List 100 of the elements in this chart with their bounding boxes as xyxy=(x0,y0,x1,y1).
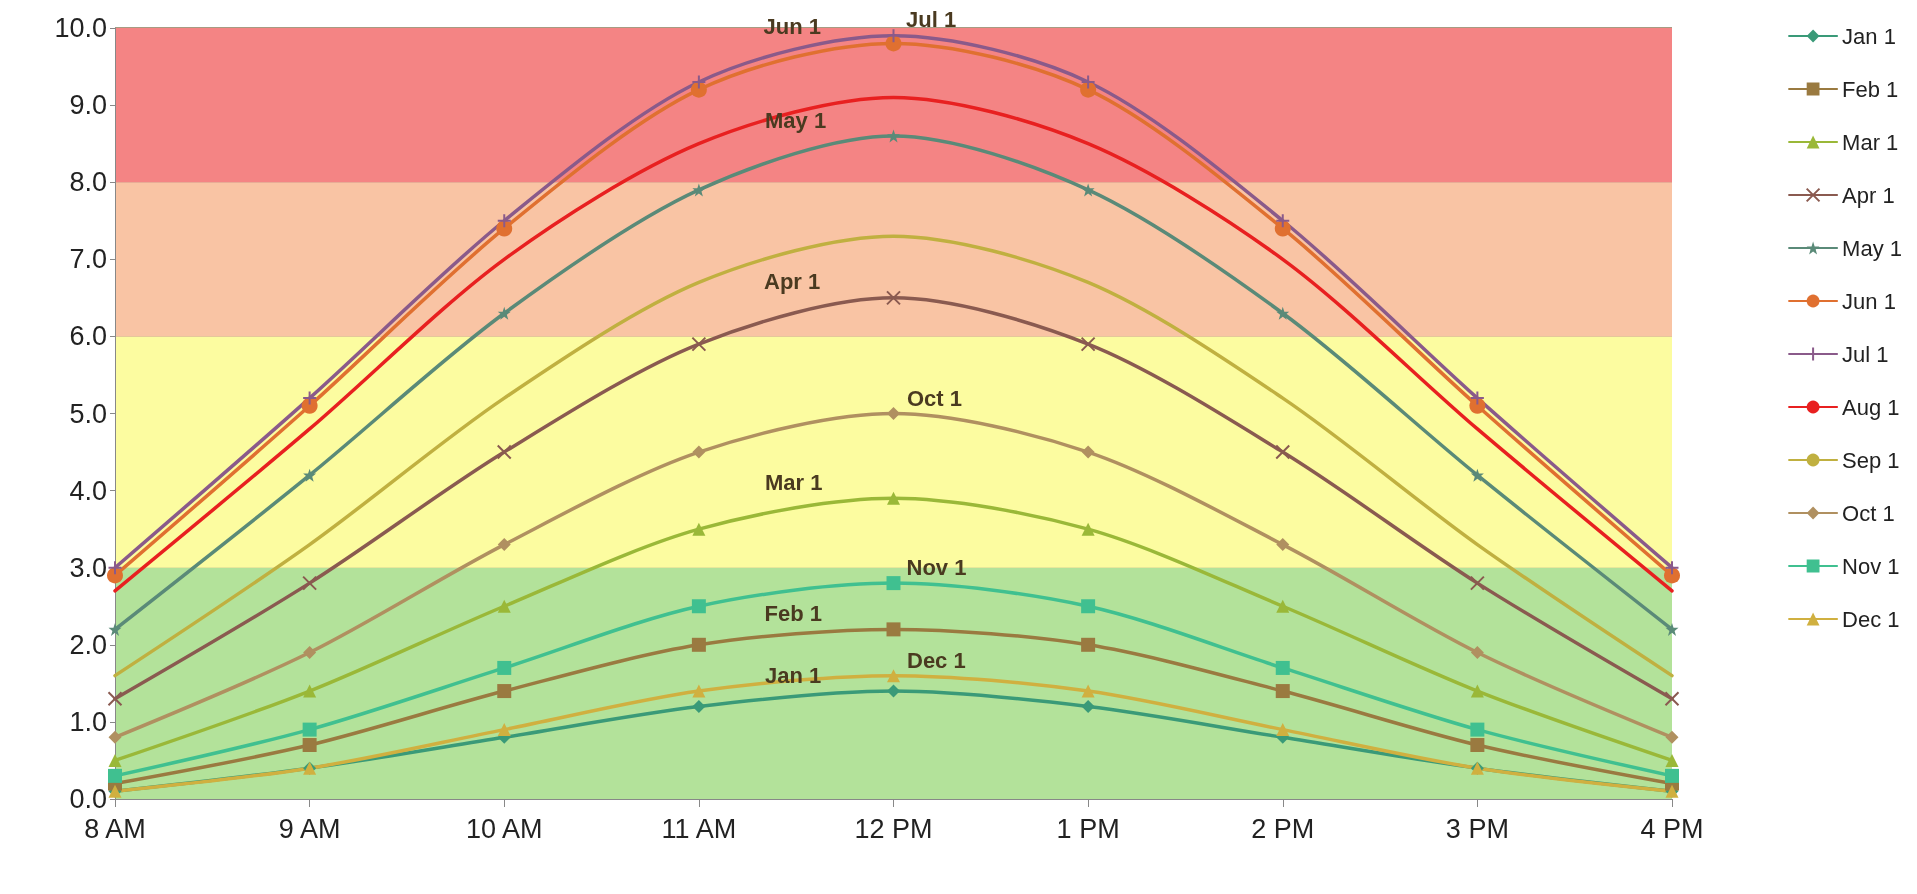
x-tick-label: 2 PM xyxy=(1251,813,1315,844)
point xyxy=(886,290,901,306)
text: May 1 xyxy=(765,107,827,133)
y-tick-label: 5.0 xyxy=(69,398,107,429)
legend-label: May 1 xyxy=(1842,235,1903,261)
point xyxy=(690,81,707,98)
point xyxy=(691,637,706,652)
text: Apr 1 xyxy=(764,268,821,294)
point xyxy=(1081,183,1095,197)
point xyxy=(887,491,900,505)
text: Oct 1 xyxy=(907,385,963,411)
point xyxy=(692,522,706,536)
point xyxy=(1665,768,1679,783)
point xyxy=(1665,753,1679,767)
point xyxy=(1470,468,1484,482)
point xyxy=(692,183,706,197)
x-tick-label: 11 AM xyxy=(661,813,737,844)
point xyxy=(497,599,511,613)
point xyxy=(1081,599,1096,614)
x-tick-label: 3 PM xyxy=(1445,813,1509,844)
legend-label: Mar 1 xyxy=(1842,129,1899,155)
text: Mar 1 xyxy=(765,470,823,496)
x-tick-label: 8 AM xyxy=(84,813,146,844)
legend-label: Oct 1 xyxy=(1842,500,1895,526)
y-tick-label: 10.0 xyxy=(54,13,107,43)
point xyxy=(1470,722,1485,737)
point xyxy=(1275,213,1291,229)
point xyxy=(1664,560,1680,576)
point xyxy=(496,213,512,229)
legend-label: Jan 1 xyxy=(1842,23,1896,49)
point xyxy=(1469,575,1485,591)
legend-label: Jul 1 xyxy=(1842,341,1889,367)
point xyxy=(1081,522,1095,536)
point xyxy=(497,684,512,699)
legend-label: Feb 1 xyxy=(1842,76,1899,102)
legend-label: Nov 1 xyxy=(1842,553,1900,579)
point xyxy=(303,684,317,698)
point xyxy=(108,622,122,636)
point xyxy=(1080,81,1097,98)
point xyxy=(302,575,318,591)
x-tick-label: 4 PM xyxy=(1640,813,1704,844)
point xyxy=(692,445,706,459)
point xyxy=(1276,599,1290,613)
point xyxy=(887,407,900,420)
point xyxy=(1665,622,1679,636)
point xyxy=(887,669,900,683)
point xyxy=(302,390,318,406)
point xyxy=(1665,730,1679,744)
point xyxy=(302,722,317,737)
text: Feb 1 xyxy=(764,600,822,626)
point xyxy=(303,468,317,482)
text: Nov 1 xyxy=(906,554,967,580)
point xyxy=(1276,723,1290,737)
y-tick-label: 0.0 xyxy=(69,784,107,814)
y-tick-label: 7.0 xyxy=(69,244,107,275)
point xyxy=(1081,699,1095,713)
x-tick-label: 9 AM xyxy=(278,813,341,844)
point xyxy=(1664,691,1680,707)
point xyxy=(692,684,706,698)
point xyxy=(1469,390,1485,406)
y-tick-label: 2.0 xyxy=(69,629,107,660)
legend-label: Jun 1 xyxy=(1842,288,1896,314)
text: Jul 1 xyxy=(906,6,957,32)
point xyxy=(1275,444,1291,460)
y-tick-label: 6.0 xyxy=(69,321,107,352)
point xyxy=(1470,738,1485,753)
point xyxy=(303,646,317,660)
point xyxy=(497,723,511,737)
y-tick-label: 1.0 xyxy=(69,706,107,737)
y-tick-label: 4.0 xyxy=(69,475,107,506)
y-tick-label: 3.0 xyxy=(69,552,107,583)
point xyxy=(886,576,901,591)
x-tick-label: 12 PM xyxy=(854,813,933,844)
point xyxy=(1080,336,1096,352)
point xyxy=(1470,684,1484,698)
point xyxy=(886,622,901,637)
point xyxy=(887,129,900,143)
text: Dec 1 xyxy=(907,647,966,673)
point xyxy=(1275,660,1290,675)
point xyxy=(107,560,123,576)
point xyxy=(692,699,706,713)
point xyxy=(1081,637,1096,652)
point xyxy=(1469,397,1486,414)
legend-label: Dec 1 xyxy=(1842,606,1900,632)
point xyxy=(496,444,512,460)
point xyxy=(691,599,706,614)
text: Jan 1 xyxy=(765,663,822,689)
point xyxy=(107,691,123,707)
point xyxy=(301,397,318,414)
y-tick-label: 9.0 xyxy=(69,90,107,121)
point xyxy=(497,660,512,675)
y-tick-label: 8.0 xyxy=(69,167,107,198)
point xyxy=(108,768,122,783)
point xyxy=(1080,74,1096,90)
x-tick-label: 1 PM xyxy=(1056,813,1120,844)
point xyxy=(887,684,900,698)
point xyxy=(691,74,707,90)
point xyxy=(1276,306,1290,320)
point xyxy=(497,306,511,320)
point xyxy=(1081,445,1095,459)
